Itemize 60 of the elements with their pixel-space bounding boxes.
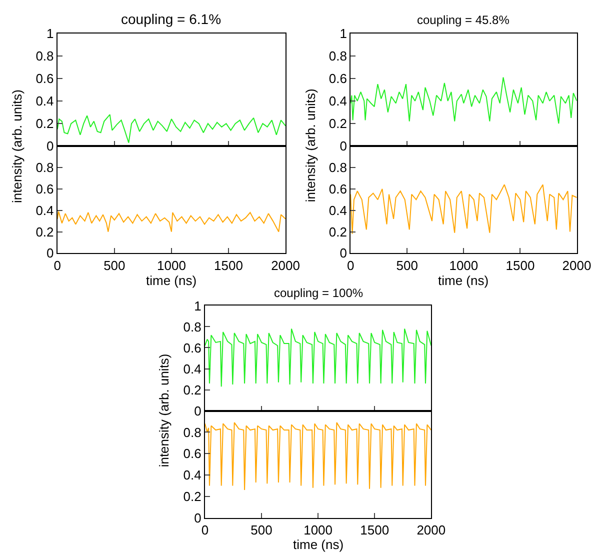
x-tick-label: 500 bbox=[250, 522, 272, 538]
y-tick-label: 0.4 bbox=[328, 202, 347, 218]
x-tick-label: 2000 bbox=[416, 522, 446, 538]
chart-title: coupling = 100% bbox=[274, 286, 364, 300]
y-tick-label: 0.8 bbox=[183, 424, 202, 440]
y-tick-label: 0 bbox=[340, 138, 347, 154]
y-tick-label: 0.6 bbox=[183, 446, 202, 462]
y-axis-title: intensity (arb. units) bbox=[156, 354, 172, 468]
y-axis-title: intensity (arb. units) bbox=[10, 90, 25, 203]
x-tick-label: 500 bbox=[396, 258, 418, 273]
y-tick-label: 0 bbox=[46, 138, 54, 154]
y-axis-title: intensity (arb. units) bbox=[302, 88, 318, 202]
y-tick-label: 0 bbox=[340, 246, 347, 261]
line-series bbox=[57, 210, 286, 232]
y-tick-label: 0 bbox=[194, 403, 202, 418]
chart-title: coupling = 45.8% bbox=[417, 13, 510, 27]
y-tick-label: 1 bbox=[340, 26, 347, 41]
x-tick-label: 1000 bbox=[157, 258, 186, 273]
line-series bbox=[204, 328, 432, 388]
x-tick-label: 1000 bbox=[449, 258, 478, 273]
line-series bbox=[350, 184, 577, 234]
x-tick-label: 500 bbox=[104, 258, 126, 273]
y-tick-label: 0.8 bbox=[183, 319, 202, 334]
y-tick-label: 0.4 bbox=[36, 94, 54, 109]
y-tick-label: 0.2 bbox=[36, 116, 54, 132]
y-tick-label: 1 bbox=[194, 298, 202, 314]
y-tick-label: 0.4 bbox=[36, 202, 54, 218]
y-tick-label: 0.2 bbox=[36, 224, 54, 240]
x-axis-title: time (ns) bbox=[438, 273, 489, 288]
y-tick-label: 0.2 bbox=[328, 116, 347, 132]
y-tick-label: 0.4 bbox=[328, 94, 347, 109]
x-tick-label: 2000 bbox=[562, 258, 592, 273]
y-tick-label: 0.4 bbox=[183, 361, 202, 376]
y-tick-label: 0.2 bbox=[183, 488, 202, 504]
y-tick-label: 0.2 bbox=[183, 382, 202, 398]
line-series bbox=[204, 422, 432, 490]
y-tick-label: 0 bbox=[46, 246, 54, 261]
x-tick-label: 1000 bbox=[304, 522, 333, 538]
line-series bbox=[350, 76, 577, 124]
y-tick-label: 0.8 bbox=[36, 48, 54, 64]
x-tick-label: 1500 bbox=[214, 258, 243, 273]
x-tick-label: 2000 bbox=[271, 258, 300, 273]
y-tick-label: 0.8 bbox=[328, 160, 347, 176]
y-tick-label: 0.2 bbox=[328, 224, 347, 240]
y-tick-label: 0.6 bbox=[183, 340, 202, 356]
chart-title: coupling = 6.1% bbox=[121, 11, 222, 27]
y-tick-label: 0.6 bbox=[328, 70, 347, 86]
y-tick-label: 0 bbox=[194, 510, 202, 526]
x-axis-title: time (ns) bbox=[146, 273, 197, 288]
x-axis-title: time (ns) bbox=[293, 537, 344, 552]
y-tick-label: 0.6 bbox=[36, 70, 54, 86]
y-tick-label: 0.8 bbox=[36, 160, 54, 176]
y-tick-label: 0.6 bbox=[36, 181, 54, 196]
x-tick-label: 1500 bbox=[360, 522, 390, 538]
y-tick-label: 0.6 bbox=[328, 181, 347, 196]
y-tick-label: 0.8 bbox=[328, 48, 347, 64]
y-tick-label: 1 bbox=[46, 26, 54, 41]
y-tick-label: 0.4 bbox=[183, 468, 202, 483]
line-series bbox=[57, 114, 286, 144]
x-tick-label: 1500 bbox=[506, 258, 535, 273]
